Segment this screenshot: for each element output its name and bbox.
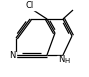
Text: N: N (9, 51, 15, 60)
Text: Cl: Cl (26, 1, 34, 10)
FancyBboxPatch shape (57, 56, 70, 65)
FancyBboxPatch shape (8, 52, 16, 59)
FancyBboxPatch shape (24, 2, 36, 9)
Text: H: H (64, 58, 70, 64)
Text: N: N (58, 55, 64, 64)
